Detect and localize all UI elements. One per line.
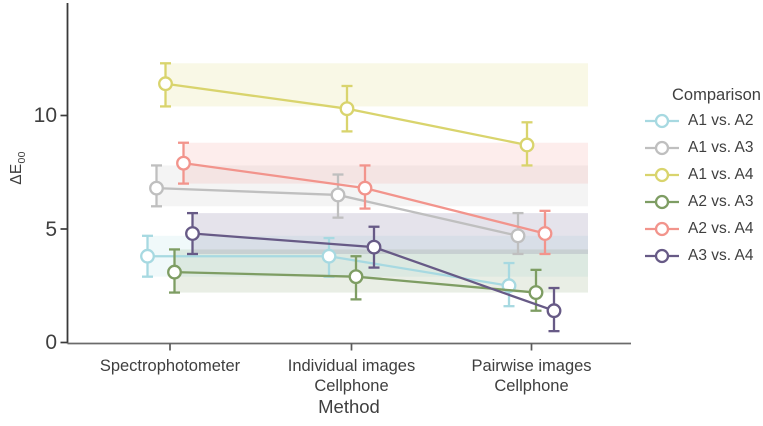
legend-entry-label: A1 vs. A2 — [688, 112, 754, 129]
legend-key-icon — [645, 248, 679, 264]
data-point — [185, 226, 200, 241]
legend-key-marker — [654, 221, 670, 237]
x-tick-label: Spectrophotometer — [100, 356, 240, 376]
x-tick-label-line: Individual images — [287, 357, 416, 375]
legend-key-icon — [645, 167, 679, 183]
data-point — [357, 180, 373, 196]
legend-key-marker — [654, 113, 670, 129]
data-point — [149, 180, 164, 196]
data-point — [167, 264, 182, 280]
legend-title: Comparison — [672, 86, 761, 104]
x-tick-label-line: Cellphone — [314, 377, 389, 395]
legend-key-marker — [654, 167, 670, 183]
legend-entry: A1 vs. A2 — [644, 110, 753, 132]
y-tick-label: 0 — [45, 331, 57, 354]
legend-entry: A2 vs. A3 — [644, 191, 753, 213]
y-axis-label: ΔE00 — [8, 151, 28, 185]
ci-band-6 — [192, 213, 588, 254]
x-axis-title: Method — [318, 396, 380, 417]
legend-key-icon — [645, 113, 679, 129]
data-point — [537, 226, 553, 241]
legend-key-marker — [654, 248, 670, 264]
x-tick-label-line: Spectrophotometer — [99, 357, 241, 375]
ci-band-3 — [165, 63, 588, 107]
x-tick-label-line: Pairwise images — [471, 357, 592, 375]
y-tick-label: 10 — [33, 104, 57, 127]
legend-key-icon — [645, 221, 679, 237]
legend-key-icon — [645, 194, 679, 210]
data-point — [330, 187, 346, 203]
y-tick-label: 5 — [45, 217, 57, 241]
ci-band-2 — [156, 165, 588, 207]
x-tick-label: Pairwise images Cellphone — [471, 356, 591, 396]
legend-entry-label: A3 vs. A4 — [688, 247, 754, 264]
data-point — [176, 155, 191, 171]
legend-entry-label: A2 vs. A4 — [688, 220, 754, 237]
legend-entry: A1 vs. A3 — [644, 137, 753, 159]
legend-key-marker — [654, 140, 670, 156]
data-point — [519, 137, 535, 153]
y-axis-label-sub: 00 — [16, 151, 29, 164]
data-point — [321, 248, 337, 264]
legend-key-marker — [654, 194, 670, 210]
data-point — [339, 101, 355, 117]
x-tick-label: Individual images Cellphone — [288, 356, 416, 396]
data-point — [348, 269, 364, 285]
legend-entry: A2 vs. A4 — [644, 218, 753, 240]
legend-entry-label: A2 vs. A3 — [688, 193, 754, 210]
data-point — [546, 303, 562, 319]
x-tick-label-line: Cellphone — [494, 377, 569, 395]
legend-key-icon — [645, 140, 679, 156]
data-point — [510, 228, 526, 244]
data-point — [140, 248, 155, 264]
legend-entry: A1 vs. A4 — [644, 164, 753, 186]
ci-band-5 — [183, 142, 588, 184]
legend-entry-label: A1 vs. A4 — [688, 166, 754, 183]
data-point — [158, 76, 173, 92]
data-point — [366, 239, 382, 255]
legend-entry: A3 vs. A4 — [644, 245, 753, 267]
legend-entry-label: A1 vs. A3 — [688, 139, 754, 156]
y-axis-label-main: ΔE — [7, 163, 25, 185]
data-point — [528, 285, 544, 301]
